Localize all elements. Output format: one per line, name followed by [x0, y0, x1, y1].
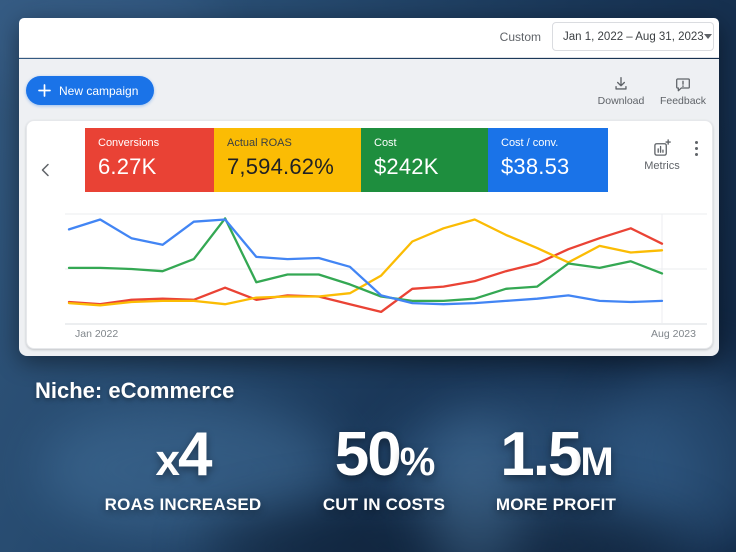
- performance-line-chart: [65, 213, 707, 325]
- x-axis-end-label: Aug 2023: [651, 328, 696, 340]
- scorecard-conversions[interactable]: Conversions 6.27K: [85, 128, 214, 192]
- scorecard-value: $242K: [374, 154, 439, 179]
- stat-label: CUT IN COSTS: [322, 495, 446, 514]
- scorecard-label: Actual ROAS: [227, 137, 292, 149]
- stat-label: MORE PROFIT: [495, 495, 617, 514]
- add-metrics-icon: [654, 139, 671, 156]
- scorecard-cost[interactable]: Cost $242K: [361, 128, 488, 192]
- performance-chart-card: Conversions 6.27K Actual ROAS 7,594.62% …: [26, 120, 713, 349]
- scorecard-actual-roas[interactable]: Actual ROAS 7,594.62%: [214, 128, 361, 192]
- niche-title: Niche: eCommerce: [35, 378, 235, 403]
- x-axis-start-label: Jan 2022: [75, 328, 119, 340]
- stat-profit: 1.5M MORE PROFIT: [495, 420, 617, 515]
- ads-dashboard-screenshot: Custom Jan 1, 2022 – Aug 31, 2023 New ca…: [19, 18, 719, 356]
- feedback-button[interactable]: Feedback: [655, 75, 711, 107]
- feedback-label: Feedback: [659, 95, 707, 107]
- scorecard-value: 7,594.62%: [227, 154, 334, 179]
- scorecard-value: 6.27K: [98, 154, 157, 179]
- overflow-menu-button[interactable]: [688, 137, 704, 159]
- download-label: Download: [597, 95, 645, 107]
- new-campaign-label: New campaign: [59, 83, 139, 98]
- scorecard-cost-per-conv[interactable]: Cost / conv. $38.53: [488, 128, 608, 192]
- stat-value: 1.5M: [500, 420, 614, 489]
- metrics-label: Metrics: [644, 160, 680, 172]
- stat-value: x4: [155, 420, 213, 489]
- dashboard-body: New campaign Download Feedback Conversio: [19, 59, 719, 356]
- feedback-icon: [676, 78, 690, 92]
- date-range-type-label: Custom: [499, 30, 541, 44]
- chart-line-actual-roas: [67, 218, 664, 307]
- download-button[interactable]: Download: [593, 75, 649, 107]
- scorecard-label: Conversions: [98, 137, 160, 149]
- stat-roas: x4 ROAS INCREASED: [104, 420, 262, 515]
- dashboard-topbar: Custom Jan 1, 2022 – Aug 31, 2023: [19, 18, 719, 58]
- scorecard-label: Cost: [374, 137, 397, 149]
- date-range-selector[interactable]: Jan 1, 2022 – Aug 31, 2023: [552, 22, 714, 51]
- chevron-down-icon: [703, 34, 712, 39]
- scorecard-label: Cost / conv.: [501, 137, 559, 149]
- chart-line-conversions: [67, 227, 664, 314]
- date-range-value: Jan 1, 2022 – Aug 31, 2023: [563, 30, 704, 43]
- stat-label: ROAS INCREASED: [104, 495, 262, 514]
- chart-line-cost-conv-: [67, 218, 664, 306]
- download-icon: [615, 77, 627, 90]
- chart-line-cost: [67, 217, 664, 303]
- scorecard-value: $38.53: [501, 154, 570, 179]
- stat-costs: 50% CUT IN COSTS: [322, 420, 446, 515]
- new-campaign-button[interactable]: New campaign: [26, 76, 155, 105]
- plus-icon: [38, 84, 51, 97]
- metrics-button[interactable]: Metrics: [640, 139, 684, 172]
- scroll-left-chevron[interactable]: [37, 161, 55, 179]
- scorecards-row: Conversions 6.27K Actual ROAS 7,594.62% …: [85, 128, 608, 192]
- stat-value: 50%: [334, 420, 436, 489]
